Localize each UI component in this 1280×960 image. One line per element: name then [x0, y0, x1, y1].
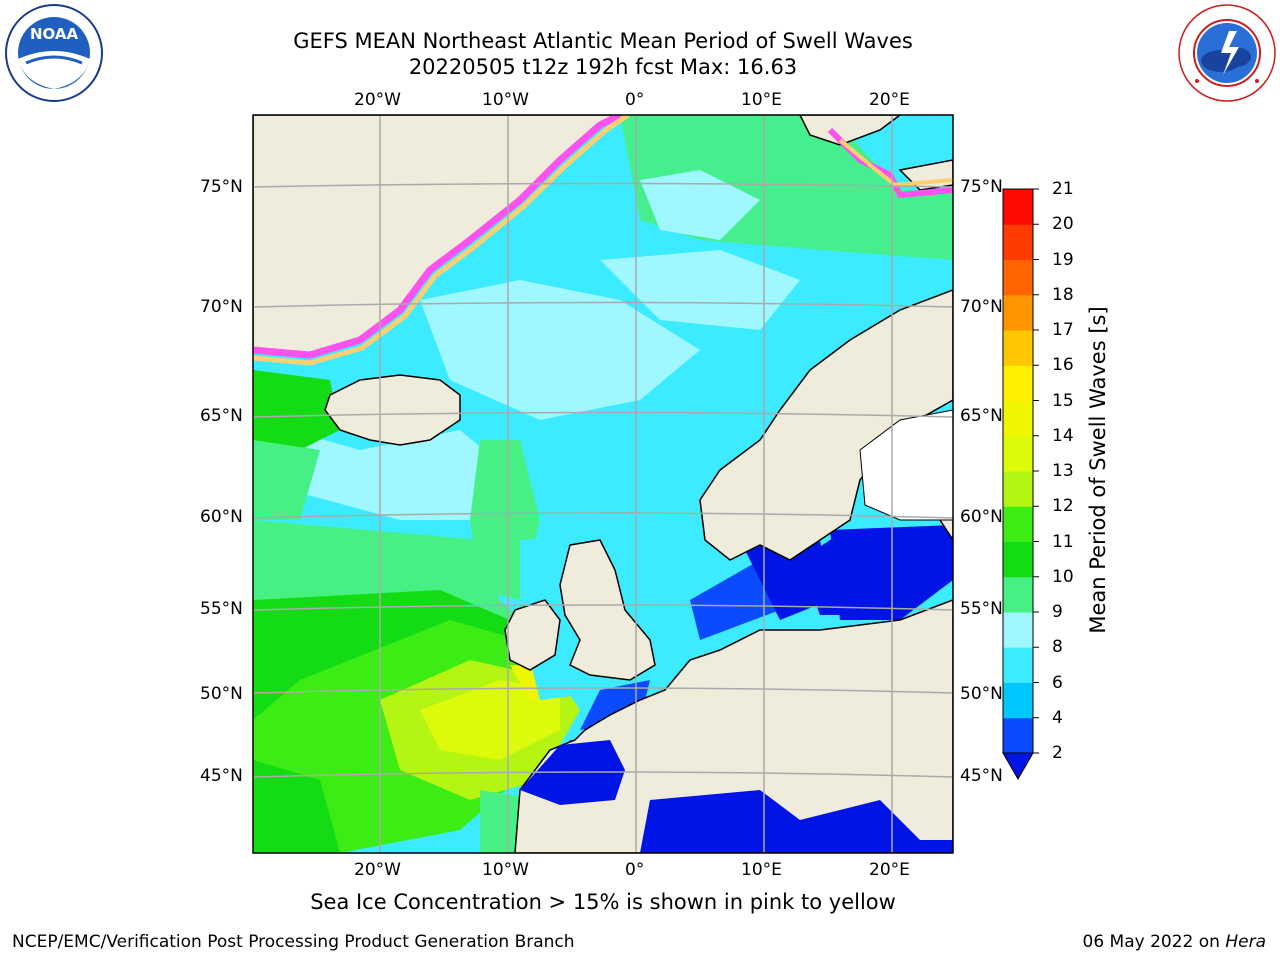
lat-label-left: 65°N: [200, 406, 243, 426]
colorbar-tick-label: 16: [1052, 355, 1074, 376]
lat-label-left: 60°N: [200, 507, 243, 527]
map-frame: [252, 114, 954, 854]
colorbar-tick-label: 12: [1052, 496, 1074, 517]
lon-label-top: 0°: [625, 90, 645, 110]
colorbar-segment: [1003, 400, 1033, 437]
svg-text:NOAA: NOAA: [30, 25, 79, 43]
lat-label-right: 60°N: [960, 507, 1003, 527]
lon-label-top: 10°E: [741, 90, 782, 110]
colorbar-segment: [1003, 189, 1033, 225]
lat-label-left: 50°N: [200, 684, 243, 704]
colorbar-tick-label: 4: [1052, 707, 1063, 728]
noaa-logo: NOAA: [5, 4, 103, 102]
colorbar-segment: [1003, 435, 1033, 472]
date-text: 06 May 2022 on Hera: [1083, 932, 1267, 952]
lon-label-bottom: 20°E: [869, 860, 910, 880]
chart-title-line1: GEFS MEAN Northeast Atlantic Mean Period…: [293, 29, 913, 53]
date-value: 06 May 2022 on: [1082, 932, 1226, 952]
lat-label-right: 70°N: [960, 297, 1003, 317]
chart-title-line2: 20220505 t12z 192h fcst Max: 16.63: [408, 55, 798, 79]
colorbar-tick-label: 14: [1052, 425, 1074, 446]
lat-label-left: 70°N: [200, 297, 243, 317]
colorbar-segment: [1003, 647, 1033, 683]
credit-text: NCEP/EMC/Verification Post Processing Pr…: [12, 932, 575, 952]
colorbar-segment: [1003, 224, 1033, 260]
colorbar-tick-label: 11: [1052, 531, 1074, 552]
lat-label-left: 75°N: [200, 177, 243, 197]
lat-label-right: 45°N: [960, 766, 1003, 786]
colorbar-extend-arrow: [1002, 752, 1034, 781]
colorbar-tick-label: 15: [1052, 390, 1074, 411]
colorbar-segment: [1003, 576, 1033, 613]
colorbar-tick-label: 9: [1052, 602, 1063, 622]
colorbar: [1002, 188, 1039, 781]
colorbar-tick-label: 19: [1052, 249, 1074, 270]
colorbar-segment: [1003, 612, 1033, 648]
colorbar-tick-label: 13: [1052, 461, 1074, 481]
lat-label-right: 50°N: [960, 684, 1003, 704]
lon-label-top: 20°W: [354, 90, 401, 110]
colorbar-segment: [1003, 682, 1033, 719]
colorbar-tick-label: 6: [1052, 672, 1063, 693]
lon-label-top: 10°W: [482, 90, 529, 110]
colorbar-segment: [1003, 365, 1033, 401]
lon-label-bottom: 20°W: [354, 860, 401, 880]
colorbar-tick-label: 2: [1052, 743, 1063, 763]
colorbar-tick-label: 10: [1052, 566, 1074, 587]
lat-label-left: 55°N: [200, 599, 243, 619]
nws-logo: [1178, 4, 1276, 102]
colorbar-label: Mean Period of Swell Waves [s]: [1086, 306, 1110, 634]
colorbar-tick-label: 21: [1052, 179, 1074, 199]
colorbar-tick-label: 18: [1052, 284, 1074, 305]
colorbar-segment: [1003, 259, 1033, 296]
colorbar-segment: [1003, 506, 1033, 542]
lon-label-bottom: 0°: [625, 860, 645, 880]
lon-label-top: 20°E: [869, 90, 910, 110]
lat-label-right: 75°N: [960, 177, 1003, 197]
colorbar-tick-label: 17: [1052, 320, 1074, 340]
colorbar-segment: [1003, 717, 1033, 754]
colorbar-segment: [1003, 471, 1033, 507]
lon-label-bottom: 10°W: [482, 860, 529, 880]
sea-ice-note: Sea Ice Concentration > 15% is shown in …: [310, 890, 896, 914]
colorbar-segment: [1003, 330, 1033, 366]
lat-label-right: 55°N: [960, 599, 1003, 619]
lat-label-right: 65°N: [960, 406, 1003, 426]
colorbar-tick-label: 8: [1052, 637, 1063, 658]
colorbar-segment: [1003, 541, 1033, 578]
colorbar-segment: [1003, 294, 1033, 331]
lon-label-bottom: 10°E: [741, 860, 782, 880]
graticule: [253, 115, 953, 853]
lat-label-left: 45°N: [200, 766, 243, 786]
map-area: [253, 115, 953, 853]
colorbar-tick-label: 20: [1052, 214, 1074, 235]
machine-name: Hera: [1225, 932, 1266, 952]
